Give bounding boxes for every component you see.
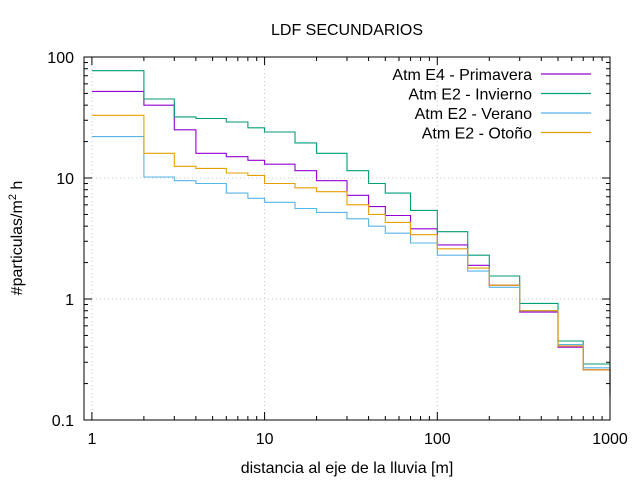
legend-label: Atm E2 - Verano (415, 106, 532, 123)
x-tick-label: 1 (87, 431, 96, 448)
series-line-1 (91, 90, 611, 396)
series-layer (91, 70, 611, 398)
y-tick-label: 1 (65, 292, 74, 309)
series-line-4 (91, 114, 611, 397)
legend-label: Atm E4 - Primavera (392, 67, 532, 84)
y-tick-label: 10 (56, 171, 74, 188)
y-tick-label: 0.1 (52, 413, 74, 430)
legend-label: Atm E2 - Invierno (408, 87, 532, 104)
x-tick-label: 1000 (592, 431, 628, 448)
x-tick-label: 100 (424, 431, 451, 448)
legend: Atm E4 - Primavera Atm E2 - Invierno Atm E… (392, 67, 591, 143)
y-tick-label: 100 (47, 50, 74, 67)
y-axis-title-main: #particulas/m (9, 200, 26, 295)
series-line-3 (91, 136, 611, 396)
chart-title: LDF SECUNDARIOS (271, 22, 423, 39)
y-axis-title-superscript: 2 (7, 194, 19, 200)
ticks-layer: 1 10 100 1000 0.1 1 10 100 (47, 50, 628, 448)
series-line-2 (91, 70, 611, 393)
x-tick-label: 10 (256, 431, 274, 448)
y-axis-title: #particulas/m2 h (7, 181, 26, 296)
x-axis-title: distancia al eje de la lluvia [m] (241, 460, 454, 477)
y-axis-title-tail: h (9, 181, 26, 194)
legend-label: Atm E2 - Otoño (422, 126, 532, 143)
